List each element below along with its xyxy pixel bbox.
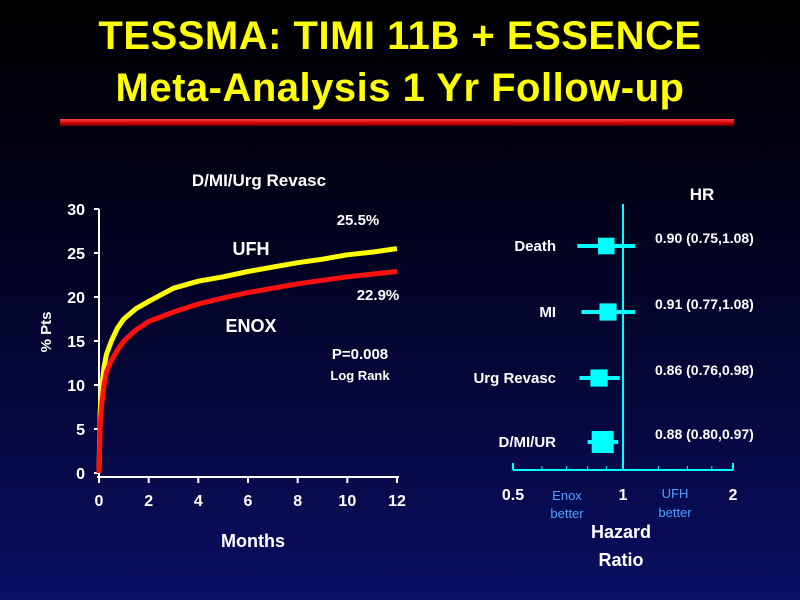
km-x-tick-label: 12	[388, 493, 406, 510]
km-y-tick-label: 30	[67, 202, 85, 219]
title-divider-rule	[60, 119, 734, 126]
km-y-axis-label: % Pts	[38, 312, 55, 353]
km-series-ufh-label: UFH	[233, 239, 270, 259]
km-pvalue-annotation: P=0.008	[332, 346, 388, 363]
km-x-tick-label: 4	[194, 493, 203, 510]
km-y-tick-label: 5	[76, 422, 85, 439]
km-series-ufh-end-value: 25.5%	[337, 212, 380, 229]
km-y-tick-label: 15	[67, 334, 85, 351]
km-series-enox-end-value: 22.9%	[357, 287, 400, 304]
km-series-enox-line	[96, 269, 398, 474]
km-x-tick-label: 10	[338, 493, 356, 510]
km-y-tick-label: 25	[67, 246, 85, 263]
slide-title-line2: Meta-Analysis 1 Yr Follow-up	[115, 66, 685, 110]
km-series-ufh-line	[96, 246, 398, 474]
km-y-tick-label: 10	[67, 378, 85, 395]
km-logrank-annotation: Log Rank	[330, 368, 390, 383]
km-x-tick-label: 2	[144, 493, 153, 510]
km-x-tick-label: 6	[244, 493, 253, 510]
km-y-tick-label: 20	[67, 290, 85, 307]
km-series-enox-label: ENOX	[225, 316, 276, 336]
slide-title-line1: TESSMA: TIMI 11B + ESSENCE	[98, 14, 702, 58]
km-chart-title: D/MI/Urg Revasc	[192, 171, 326, 190]
km-x-axis-label: Months	[221, 531, 285, 551]
km-y-tick-label: 0	[76, 466, 85, 483]
km-x-tick-label: 8	[293, 493, 302, 510]
km-x-tick-label: 0	[95, 493, 104, 510]
